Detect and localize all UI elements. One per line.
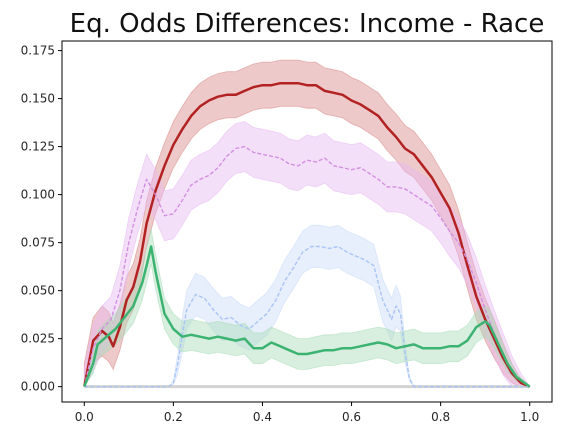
x-tick-label: 0.0: [75, 410, 94, 424]
y-tick-label: 0.050: [21, 284, 55, 298]
y-tick-label: 0.125: [21, 140, 55, 154]
plot-area: [83, 59, 531, 389]
y-tick-label: 0.075: [21, 236, 55, 250]
x-tick-label: 0.8: [431, 410, 450, 424]
series-2-confidence-band: [84, 224, 530, 388]
series-1-line: [83, 145, 531, 388]
y-tick-label: 0.000: [21, 380, 55, 394]
chart-title: Eq. Odds Differences: Income - Race: [70, 9, 545, 39]
y-tick-label: 0.025: [21, 332, 55, 346]
y-axis: 0.000 0.025 0.050 0.075 0.100 0.125 0.150 0.175: [21, 44, 62, 394]
x-tick-label: 0.2: [164, 410, 183, 424]
y-tick-label: 0.175: [21, 44, 55, 58]
x-axis: 0.0 0.2 0.4 0.6 0.8 1.0: [75, 402, 539, 424]
series-3-line: [83, 245, 531, 388]
x-tick-label: 0.4: [253, 410, 272, 424]
x-tick-label: 0.6: [342, 410, 361, 424]
series-2-line: [84, 245, 530, 388]
y-tick-label: 0.150: [21, 92, 55, 106]
series-0-line: [83, 81, 531, 388]
plot-frame: [61, 40, 553, 403]
x-tick-label: 1.0: [520, 410, 539, 424]
y-tick-label: 0.100: [21, 188, 55, 202]
